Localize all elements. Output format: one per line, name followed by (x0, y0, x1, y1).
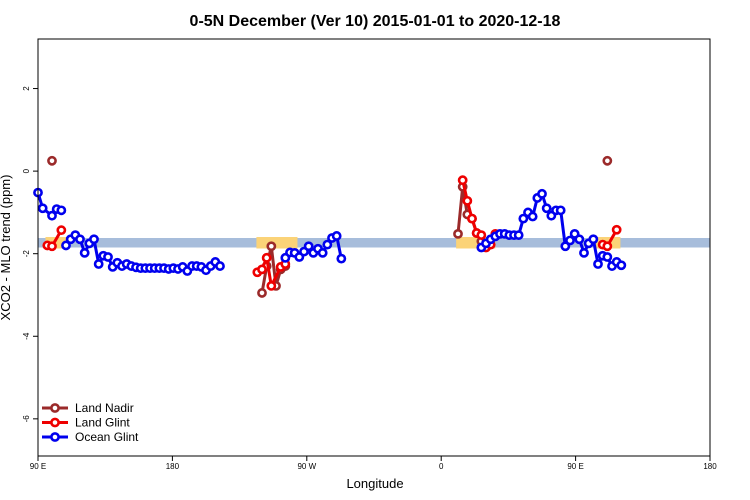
data-point (75, 234, 85, 245)
data-point (317, 247, 328, 258)
data-point (215, 261, 225, 271)
data-point (602, 155, 613, 166)
data-point (257, 288, 267, 298)
y-tick-label: -2 (22, 250, 31, 258)
series-ocean-glint (33, 187, 627, 276)
legend-item: Ocean Glint (42, 430, 139, 444)
data-point (37, 203, 48, 214)
data-point (602, 241, 613, 252)
data-point (336, 253, 347, 264)
data-point (565, 235, 575, 246)
data-point (527, 211, 538, 222)
data-point (513, 230, 524, 241)
data-point (611, 224, 622, 235)
series-land-glint (42, 175, 622, 291)
legend-label: Land Nadir (75, 401, 134, 415)
plot-frame (37, 38, 711, 457)
land-highlight (256, 237, 298, 249)
data-point (257, 264, 267, 275)
data-point (588, 234, 599, 245)
data-point (579, 247, 589, 258)
data-point (537, 188, 547, 199)
x-axis-label: Longitude (346, 476, 403, 491)
data-point (303, 241, 314, 252)
legend-marker (50, 417, 60, 428)
legend-marker (50, 432, 60, 442)
data-point (47, 210, 57, 221)
data-point (261, 252, 272, 263)
legend-label: Land Glint (75, 416, 130, 430)
data-point (56, 205, 67, 216)
data-point (79, 247, 90, 258)
data-point (47, 155, 57, 166)
data-point (61, 240, 71, 251)
y-tick-label: -6 (22, 415, 31, 423)
x-axis: 90 E 180 90 W 0 90 E 180 (30, 456, 717, 471)
data-point (457, 175, 468, 186)
data-point (560, 241, 571, 252)
y-tick-label: 2 (22, 86, 31, 91)
series-layer (33, 155, 627, 298)
data-point (541, 203, 552, 214)
legend-label: Ocean Glint (75, 430, 139, 444)
data-point (453, 228, 463, 239)
data-point (103, 252, 113, 262)
data-point (322, 239, 333, 250)
y-axis: 2 0 -2 -4 -6 (22, 86, 38, 423)
data-point (462, 195, 473, 206)
x-tick-label: 90 E (567, 462, 583, 471)
x-tick-label: 180 (166, 462, 180, 471)
x-tick-label: 180 (703, 462, 717, 471)
x-tick-label: 0 (439, 462, 444, 471)
data-point (266, 280, 277, 291)
chart-title: 0-5N December (Ver 10) 2015-01-01 to 202… (190, 13, 561, 30)
data-point (555, 205, 566, 216)
y-tick-label: -4 (22, 332, 31, 340)
land-highlight (45, 237, 68, 249)
x-tick-label: 90 W (297, 462, 316, 471)
data-point (593, 259, 603, 269)
data-point (93, 259, 104, 269)
data-point (602, 252, 613, 262)
data-point (467, 213, 477, 224)
data-point (616, 260, 627, 271)
data-point (56, 225, 67, 236)
data-point (47, 241, 57, 252)
data-point (574, 234, 585, 245)
reference-band (38, 238, 710, 248)
data-point (266, 241, 277, 252)
land-highlight (456, 237, 496, 249)
y-axis-label: XCO2 - MLO trend (ppm) (0, 175, 13, 321)
legend-marker (50, 403, 60, 413)
y-tick-label: 0 (22, 168, 31, 173)
data-point (89, 234, 99, 245)
data-point (476, 230, 487, 241)
legend-item: Land Glint (42, 416, 130, 430)
data-point (331, 231, 342, 241)
legend-item: Land Nadir (42, 401, 134, 415)
x-tick-label: 90 E (30, 462, 46, 471)
series-land-nadir (47, 155, 613, 298)
data-point (518, 213, 529, 224)
